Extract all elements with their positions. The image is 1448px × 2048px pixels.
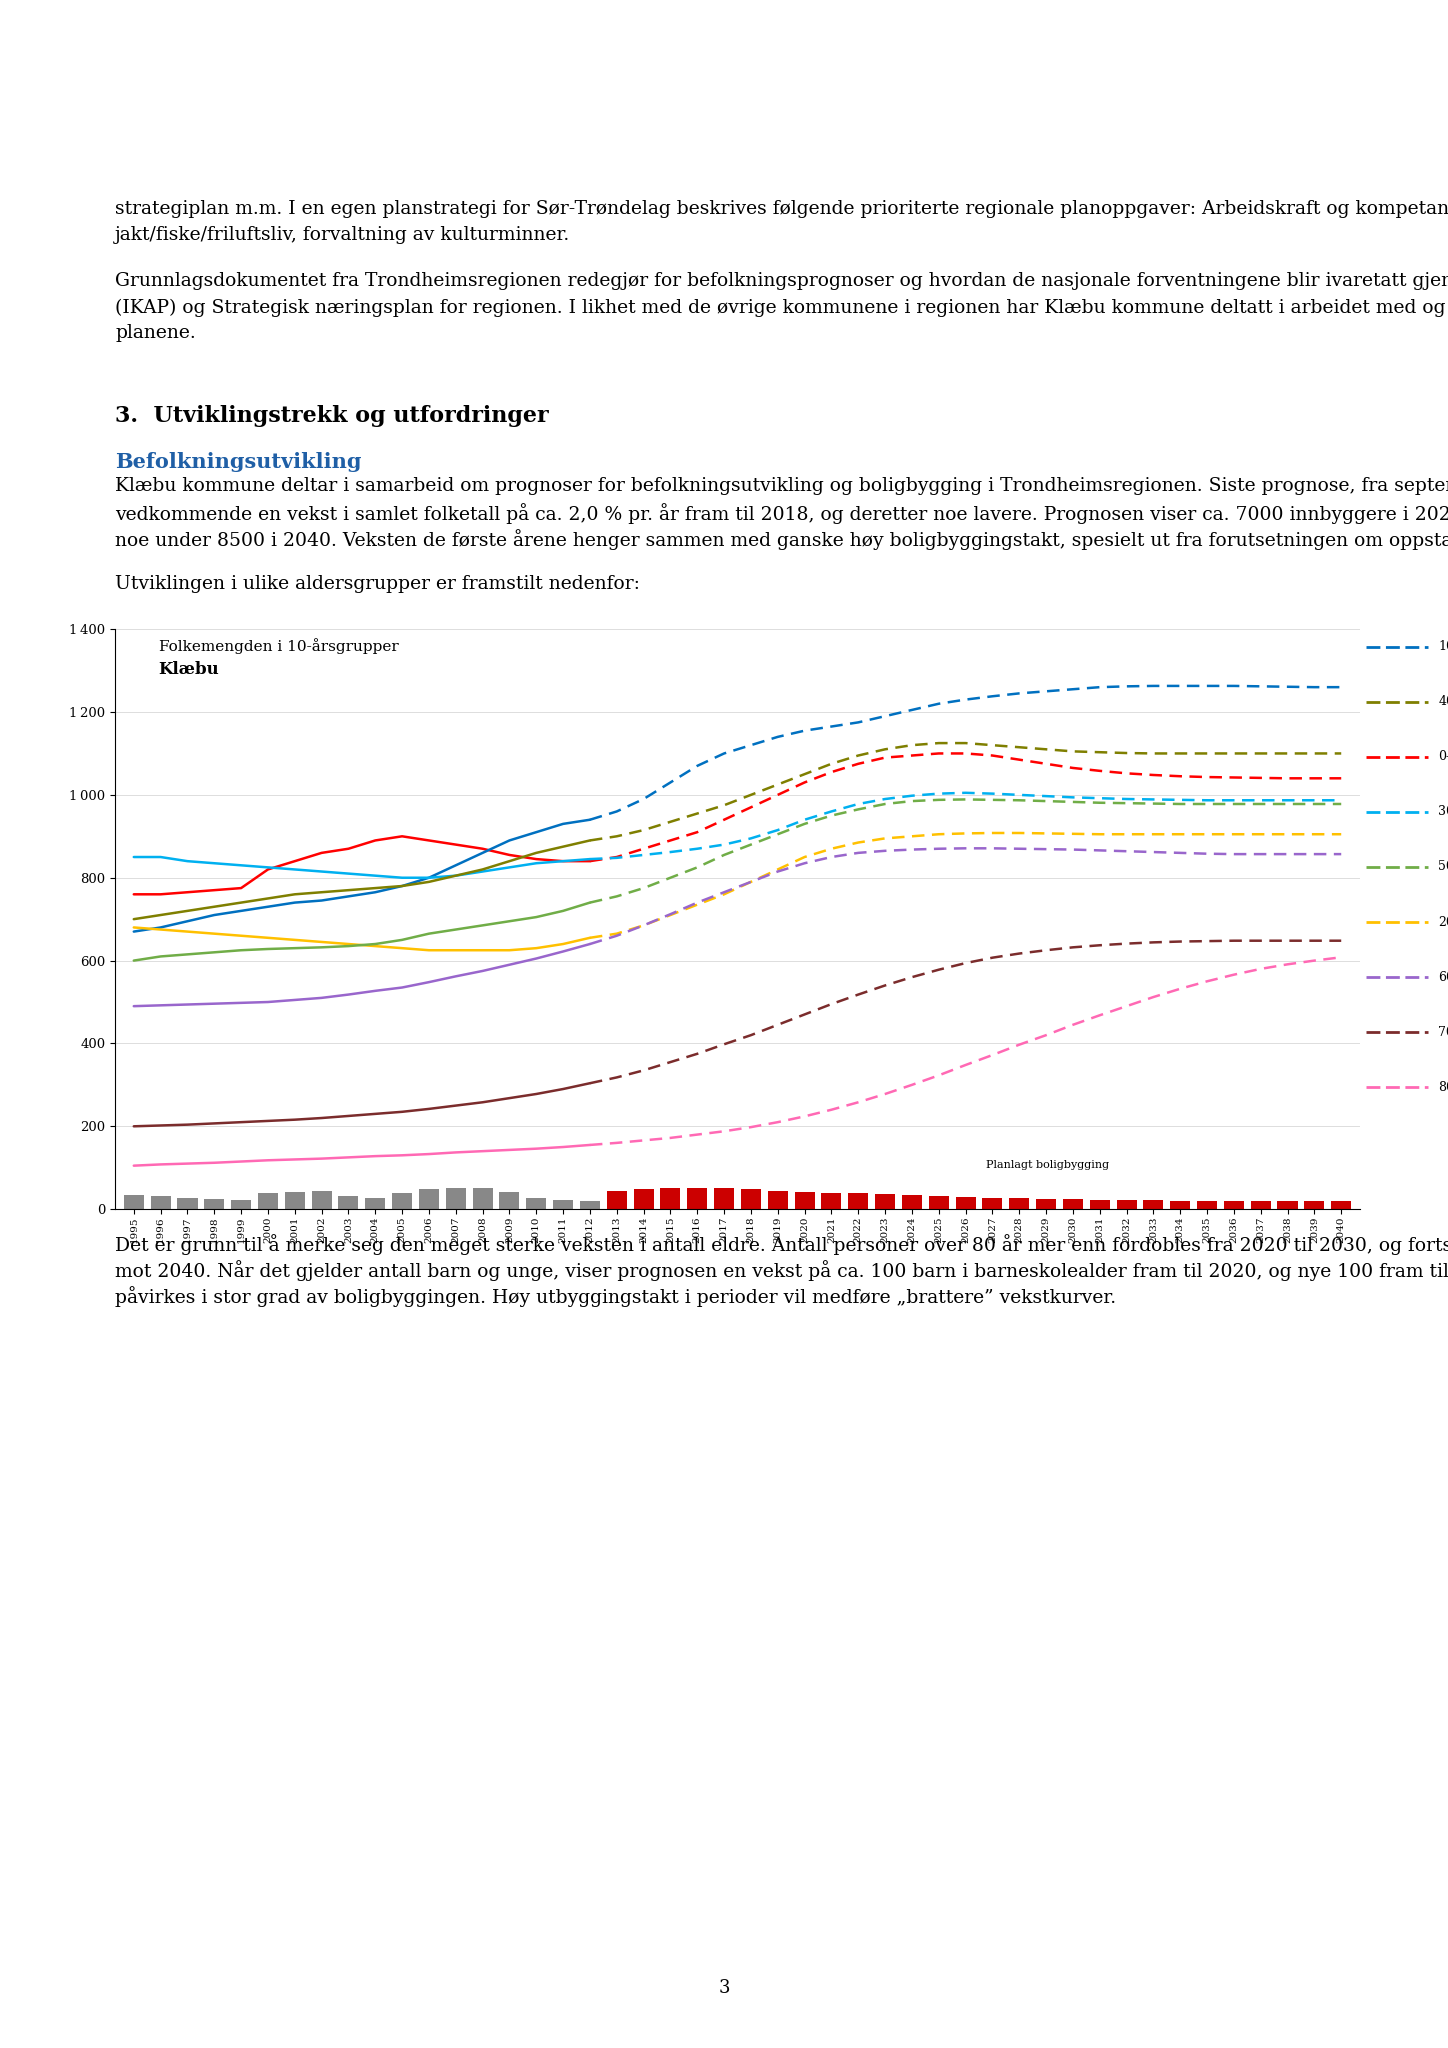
Text: jakt/fiske/friluftsliv, forvaltning av kulturminner.: jakt/fiske/friluftsliv, forvaltning av k…	[114, 225, 571, 244]
Text: Planlagt boligbygging: Planlagt boligbygging	[986, 1159, 1109, 1169]
Text: Det er grunn til å merke seg den meget sterke veksten i antall eldre. Antall per: Det er grunn til å merke seg den meget s…	[114, 1235, 1448, 1255]
Bar	[392, 1194, 413, 1208]
Bar	[285, 1192, 306, 1208]
Bar	[418, 1190, 439, 1208]
Bar	[982, 1198, 1002, 1208]
Text: Befolkningsutvikling: Befolkningsutvikling	[114, 453, 362, 471]
Bar	[178, 1198, 197, 1208]
Bar	[339, 1196, 359, 1208]
Bar	[204, 1198, 224, 1208]
Bar	[849, 1194, 869, 1208]
Text: 40-49: 40-49	[1438, 694, 1448, 709]
Text: 3.  Utviklingstrekk og utfordringer: 3. Utviklingstrekk og utfordringer	[114, 406, 549, 428]
Bar	[714, 1188, 734, 1208]
Bar	[767, 1190, 788, 1208]
Bar	[500, 1192, 520, 1208]
Bar	[875, 1194, 895, 1208]
Text: 3: 3	[718, 1978, 730, 1997]
Bar	[1035, 1198, 1056, 1208]
Bar	[1144, 1200, 1163, 1208]
Bar	[607, 1190, 627, 1208]
Bar	[1116, 1200, 1137, 1208]
Bar	[232, 1200, 251, 1208]
Text: 20-29: 20-29	[1438, 915, 1448, 928]
Text: påvirkes i stor grad av boligbyggingen. Høy utbyggingstakt i perioder vil medfør: påvirkes i stor grad av boligbyggingen. …	[114, 1286, 1116, 1307]
Text: 30-39: 30-39	[1438, 805, 1448, 819]
Bar	[956, 1196, 976, 1208]
Text: Klæbu: Klæbu	[159, 662, 219, 678]
Text: 60-69: 60-69	[1438, 971, 1448, 983]
Bar	[553, 1200, 573, 1208]
Text: 70-79: 70-79	[1438, 1026, 1448, 1038]
Bar	[1090, 1200, 1109, 1208]
Bar	[1331, 1200, 1351, 1208]
Text: vedkommende en vekst i samlet folketall på ca. 2,0 % pr. år fram til 2018, og de: vedkommende en vekst i samlet folketall …	[114, 504, 1448, 524]
Text: Utviklingen i ulike aldersgrupper er framstilt nedenfor:: Utviklingen i ulike aldersgrupper er fra…	[114, 575, 640, 594]
Bar	[1197, 1200, 1218, 1208]
Bar	[1170, 1200, 1190, 1208]
Text: noe under 8500 i 2040. Veksten de første årene henger sammen med ganske høy boli: noe under 8500 i 2040. Veksten de første…	[114, 528, 1448, 551]
Bar	[634, 1190, 653, 1208]
Text: (IKAP) og Strategisk næringsplan for regionen. I likhet med de øvrige kommunene : (IKAP) og Strategisk næringsplan for reg…	[114, 299, 1448, 317]
Bar	[688, 1188, 707, 1208]
Bar	[795, 1192, 815, 1208]
Bar	[1277, 1200, 1297, 1208]
Bar	[1251, 1200, 1271, 1208]
Bar	[1224, 1200, 1244, 1208]
Bar	[123, 1194, 143, 1208]
Bar	[1305, 1200, 1325, 1208]
Bar	[472, 1188, 492, 1208]
Bar	[579, 1200, 599, 1208]
Bar	[526, 1198, 546, 1208]
Bar	[365, 1198, 385, 1208]
Text: Klæbu kommune deltar i samarbeid om prognoser for befolkningsutvikling og boligb: Klæbu kommune deltar i samarbeid om prog…	[114, 477, 1448, 496]
Bar	[311, 1190, 332, 1208]
Bar	[1063, 1200, 1083, 1208]
Text: Grunnlagsdokumentet fra Trondheimsregionen redegjør for befolkningsprognoser og : Grunnlagsdokumentet fra Trondheimsregion…	[114, 272, 1448, 291]
Bar	[902, 1196, 922, 1208]
Text: 10-19: 10-19	[1438, 641, 1448, 653]
Bar	[928, 1196, 948, 1208]
Bar	[258, 1194, 278, 1208]
Bar	[446, 1188, 466, 1208]
Bar	[151, 1196, 171, 1208]
Text: 80+: 80+	[1438, 1081, 1448, 1094]
Bar	[1009, 1198, 1030, 1208]
Bar	[821, 1192, 841, 1208]
Text: planene.: planene.	[114, 324, 195, 342]
Text: 0-9: 0-9	[1438, 750, 1448, 764]
Text: mot 2040. Når det gjelder antall barn og unge, viser prognosen en vekst på ca. 1: mot 2040. Når det gjelder antall barn og…	[114, 1260, 1448, 1282]
Text: 50-59: 50-59	[1438, 860, 1448, 872]
Bar	[660, 1188, 681, 1208]
Bar	[741, 1190, 762, 1208]
Text: strategiplan m.m. I en egen planstrategi for Sør-Trøndelag beskrives følgende pr: strategiplan m.m. I en egen planstrategi…	[114, 201, 1448, 217]
Text: Folkemengden i 10-årsgrupper: Folkemengden i 10-årsgrupper	[159, 637, 398, 653]
